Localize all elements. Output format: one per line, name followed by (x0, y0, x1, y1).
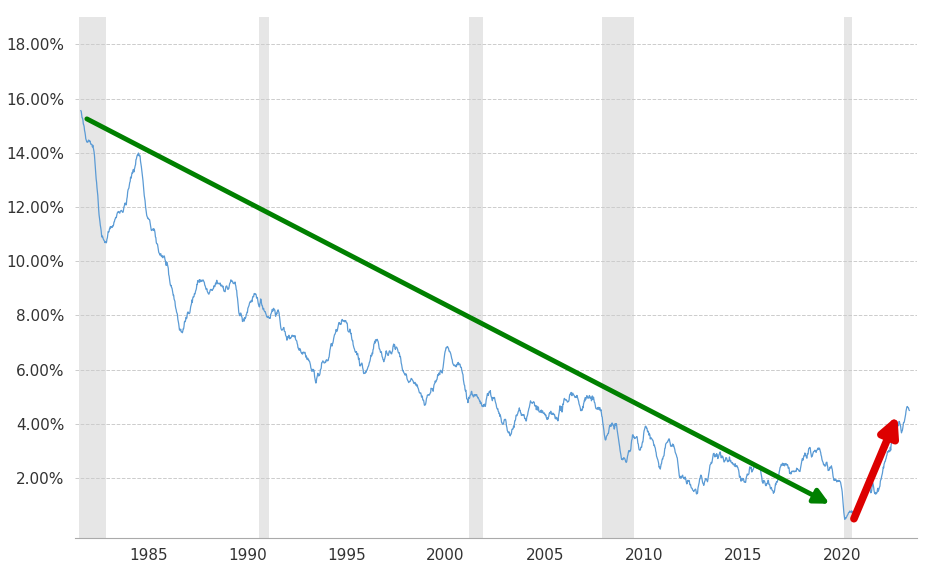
Bar (844, 17, 852, 538)
Bar (602, 17, 634, 538)
Bar (469, 17, 483, 538)
Bar (79, 17, 106, 538)
Bar (259, 17, 270, 538)
